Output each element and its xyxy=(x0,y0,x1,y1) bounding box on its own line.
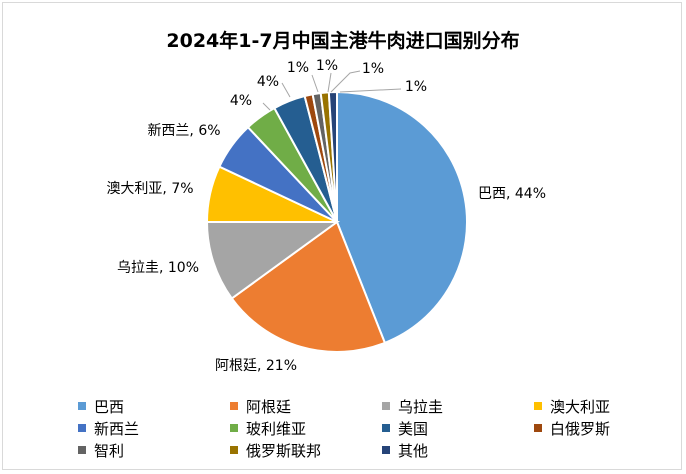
legend-swatch xyxy=(382,424,390,432)
legend-item: 玻利维亚 xyxy=(230,418,382,438)
legend-item: 新西兰 xyxy=(78,418,230,438)
legend-swatch xyxy=(78,446,86,454)
legend-label: 俄罗斯联邦 xyxy=(246,441,322,460)
legend-item: 阿根廷 xyxy=(230,396,382,416)
legend-item: 乌拉圭 xyxy=(382,396,534,416)
legend-swatch xyxy=(230,402,238,410)
data-label: 1% xyxy=(405,79,427,95)
legend-label: 智利 xyxy=(94,441,125,460)
legend-item: 其他 xyxy=(382,440,534,460)
legend-label: 阿根廷 xyxy=(246,397,292,416)
pie-slice-阿根廷 xyxy=(230,220,387,353)
legend-item: 智利 xyxy=(78,440,230,460)
pie-slice-其他 xyxy=(327,90,338,223)
legend-swatch xyxy=(78,424,86,432)
legend-label: 玻利维亚 xyxy=(246,419,307,438)
legend-swatch xyxy=(534,402,542,410)
leader-line xyxy=(311,74,319,93)
leader-line xyxy=(327,72,332,93)
legend-label: 乌拉圭 xyxy=(398,397,444,416)
chart-title: 2024年1-7月中国主港牛肉进口国别分布 xyxy=(166,30,520,52)
legend-label: 澳大利亚 xyxy=(550,397,611,416)
leader-line xyxy=(339,88,402,93)
legend-swatch xyxy=(78,402,86,410)
leader-line xyxy=(281,82,291,98)
data-label: 巴西, 44% xyxy=(478,186,546,202)
data-label: 1% xyxy=(362,61,384,77)
legend-item: 白俄罗斯 xyxy=(534,418,686,438)
pie-slice-乌拉圭 xyxy=(205,221,341,300)
data-label: 1% xyxy=(316,58,338,74)
data-label: 乌拉圭, 10% xyxy=(117,260,199,276)
legend-swatch xyxy=(230,424,238,432)
data-label: 4% xyxy=(257,74,279,90)
data-label: 1% xyxy=(287,60,309,76)
legend-item: 俄罗斯联邦 xyxy=(230,440,382,460)
legend-label: 白俄罗斯 xyxy=(550,419,611,438)
legend-swatch xyxy=(382,402,390,410)
legend-swatch xyxy=(534,424,542,432)
legend-item: 美国 xyxy=(382,418,534,438)
legend-item: 巴西 xyxy=(78,396,230,416)
data-label: 澳大利亚, 7% xyxy=(106,181,193,197)
legend-label: 其他 xyxy=(398,441,429,460)
legend-swatch xyxy=(230,446,238,454)
legend-swatch xyxy=(382,446,390,454)
legend-label: 新西兰 xyxy=(94,419,140,438)
legend-item: 澳大利亚 xyxy=(534,396,686,416)
legend-label: 巴西 xyxy=(94,397,125,416)
data-label: 4% xyxy=(230,93,252,109)
data-label: 新西兰, 6% xyxy=(147,123,220,139)
pie-slice-巴西 xyxy=(336,90,468,345)
legend: 巴西 阿根廷 乌拉圭 澳大利亚新西兰 玻利维亚 美国 白俄罗斯智利 俄罗斯联邦 其他 xyxy=(78,396,686,460)
leader-line xyxy=(330,70,361,93)
chart-frame xyxy=(2,2,682,470)
data-label: 阿根廷, 21% xyxy=(215,358,297,374)
legend-label: 美国 xyxy=(398,419,429,438)
leader-line xyxy=(262,102,271,111)
